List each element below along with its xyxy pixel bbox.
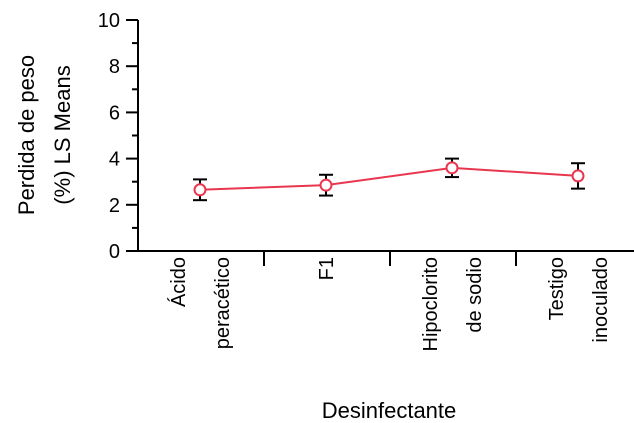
series-line (199, 166, 579, 191)
axis-titles: Perdida de peso (%) LS Means Desinfectan… (14, 55, 456, 423)
x-axis: Ácido peracético F1 Hipoclorito de sodio Test… (138, 250, 634, 351)
x-category-label: de sodio (464, 257, 486, 333)
y-tick-label: 8 (109, 56, 120, 78)
y-tick-label: 10 (98, 10, 120, 32)
x-category-label: peracético (212, 257, 234, 349)
y-axis-title-line-2: (%) LS Means (50, 65, 75, 204)
x-axis-title: Desinfectante (322, 398, 457, 423)
y-tick-label: 4 (109, 149, 120, 171)
x-category-label: inoculado (590, 257, 612, 343)
x-category-label: F1 (316, 257, 338, 280)
x-category-label: Hipoclorito (420, 257, 442, 351)
data-point (319, 178, 333, 192)
y-tick-label: 0 (109, 241, 120, 263)
y-axis-title-line-1: Perdida de peso (14, 55, 39, 215)
data-point (193, 183, 207, 197)
x-category-label: Ácido (167, 257, 190, 307)
y-tick-label: 6 (109, 102, 120, 124)
y-axis: 0 2 4 6 8 10 (98, 10, 139, 263)
data-point (571, 169, 585, 183)
data-point (445, 161, 459, 175)
series (193, 157, 585, 202)
x-category-label: Testigo (546, 257, 568, 320)
y-tick-label: 2 (109, 195, 120, 217)
